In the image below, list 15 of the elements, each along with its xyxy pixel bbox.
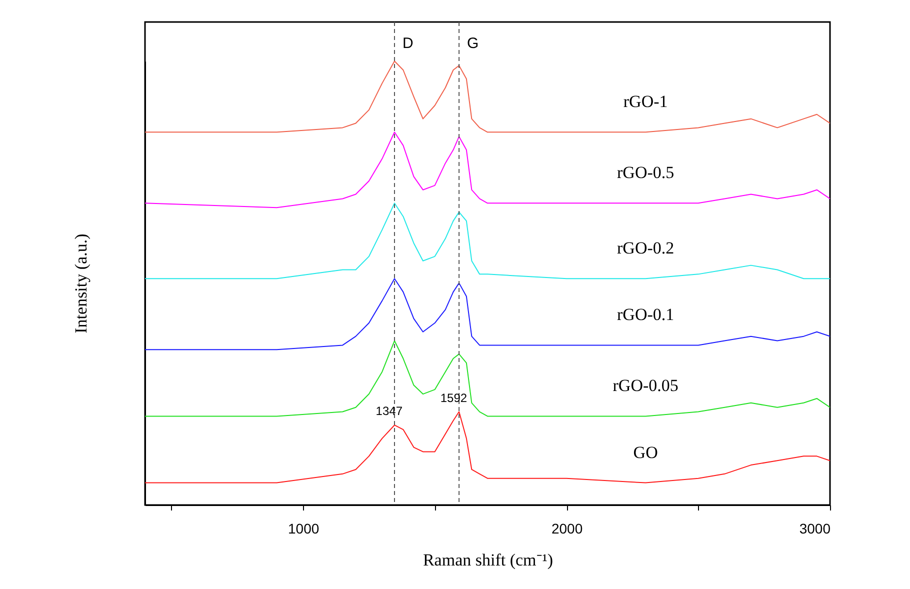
x-tick-label: 3000 — [799, 520, 831, 536]
x-tick-label: 2000 — [551, 520, 583, 536]
series-label: rGO-0.1 — [617, 305, 674, 324]
series-label: rGO-0.05 — [612, 376, 678, 396]
series-label: rGO-0.5 — [617, 163, 674, 182]
annotation: 1347 — [376, 404, 403, 418]
x-axis-title: Raman shift (cm⁻¹) — [422, 550, 554, 570]
series-label: GO — [633, 442, 658, 462]
annotation: 1592 — [440, 390, 468, 405]
series-label: rGO-1 — [623, 92, 668, 112]
series-label: rGO-0.2 — [617, 238, 674, 258]
x-tick-label: 1000 — [288, 520, 320, 536]
ref-line-label: D — [402, 35, 414, 52]
ref-line-label: G — [467, 35, 479, 52]
y-axis-title: Intensity (a.u.) — [72, 234, 90, 334]
